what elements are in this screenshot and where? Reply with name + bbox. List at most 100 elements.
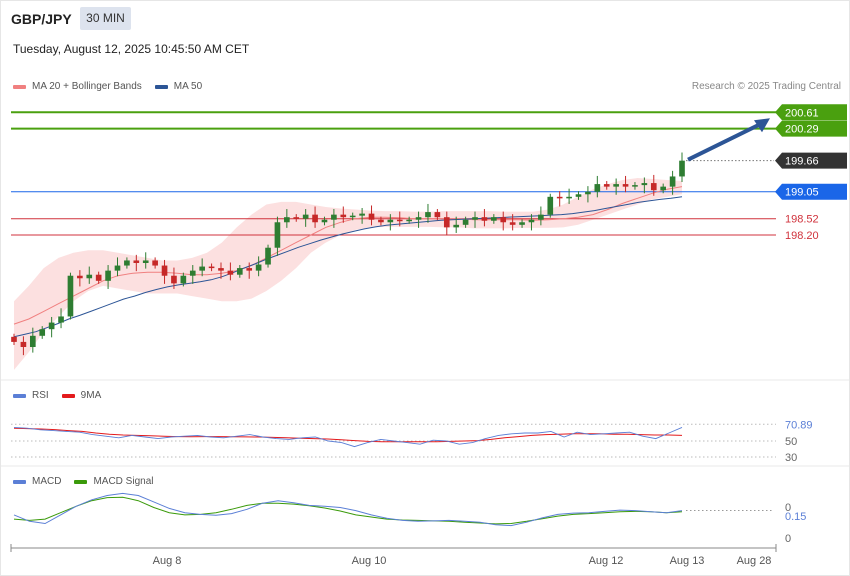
level-label: 200.29	[785, 124, 819, 136]
candle-body	[171, 275, 177, 284]
candle-body	[415, 217, 422, 220]
candle-body	[378, 219, 384, 223]
candle-body	[622, 184, 629, 187]
forecast-arrow-head	[754, 118, 770, 133]
candle-body	[133, 260, 140, 263]
candle-body	[679, 160, 685, 177]
candle-body	[86, 274, 93, 279]
level-label: 199.66	[785, 156, 819, 168]
ma50-line	[13, 196, 683, 338]
candle-body	[632, 185, 638, 187]
legend-label-ma50: MA 50	[173, 81, 203, 92]
candle-body	[349, 215, 356, 218]
candle-body	[29, 335, 36, 347]
candle-body	[491, 217, 497, 221]
legend-swatch-rsi	[13, 393, 26, 398]
candle-body	[528, 219, 535, 223]
legend-label-macd-signal: MACD Signal	[93, 476, 154, 487]
candle-body	[481, 217, 488, 221]
candle-body	[387, 219, 394, 223]
x-tick-label: Aug 8	[153, 555, 182, 567]
legend-swatch-ma50	[154, 84, 168, 89]
candle-body	[396, 219, 403, 222]
legend-label-rsi: RSI	[32, 390, 49, 401]
level-tag-box	[775, 104, 847, 121]
research-credit: Research © 2025 Trading Central	[691, 81, 841, 92]
candle-body	[67, 275, 74, 317]
candle-body	[641, 183, 648, 186]
candle-body	[293, 217, 300, 219]
level-tag-199.05: 199.05	[775, 183, 847, 200]
candle-body	[443, 217, 450, 228]
candle-body	[11, 336, 17, 342]
candle-body	[538, 214, 544, 220]
rsi-tick-label: 70.89	[785, 419, 813, 431]
candle-body	[359, 213, 365, 216]
candle-body	[142, 260, 149, 263]
candle-body	[124, 260, 130, 266]
candle-body	[650, 183, 657, 191]
candle-body	[152, 260, 158, 266]
candle-body	[434, 212, 441, 218]
candle-body	[20, 341, 27, 347]
rsi-tick-label: 30	[785, 452, 797, 464]
level-label: 200.61	[785, 107, 819, 119]
bollinger-band	[14, 178, 682, 370]
legend-swatch-ma20	[13, 84, 26, 89]
level-tag-box	[775, 120, 847, 137]
macd-tick-label: 0	[785, 533, 791, 545]
x-tick-label: Aug 12	[589, 555, 624, 567]
candle-body	[105, 270, 111, 281]
rsi-tick-label: 50	[785, 436, 797, 448]
candle-body	[77, 275, 83, 279]
x-tick-label: Aug 28	[737, 555, 772, 567]
candle-body	[180, 275, 187, 284]
level-tag-200.29: 200.29	[775, 120, 847, 137]
candle-body	[199, 266, 205, 271]
timestamp: Tuesday, August 12, 2025 10:45:50 AM CET	[13, 42, 250, 56]
candle-body	[331, 214, 337, 220]
candle-body	[603, 184, 610, 187]
level-tag-box	[775, 183, 847, 200]
legend-ma20-bollinger: MA 20 + Bollinger Bands	[13, 81, 142, 92]
candle-body	[613, 184, 619, 187]
x-tick-label: Aug 10	[352, 555, 387, 567]
legend-label-macd: MACD	[32, 476, 62, 487]
candle-body	[227, 270, 234, 275]
symbol-title: GBP/JPY	[11, 11, 72, 27]
rsi-9ma-line	[13, 427, 683, 443]
level-label: 198.20	[785, 230, 819, 242]
legend-macd-signal: MACD Signal	[74, 476, 153, 487]
candle-body	[58, 316, 64, 323]
candle-body	[368, 213, 375, 220]
level-label: 198.52	[785, 214, 819, 226]
candle-body	[519, 222, 525, 225]
rsi-legend: RSI 9MA	[13, 390, 114, 401]
candle-body	[284, 217, 290, 223]
legend-macd: MACD	[13, 476, 61, 487]
candle-body	[585, 191, 591, 195]
level-tag-200.61: 200.61	[775, 104, 847, 121]
candle-body	[114, 265, 121, 271]
candle-body	[246, 268, 253, 271]
legend-swatch-macd-signal	[74, 479, 88, 484]
candle-body	[95, 274, 102, 281]
candle-body	[453, 224, 460, 228]
candle-body	[669, 176, 676, 187]
level-tag-198.20: 198.20	[785, 230, 819, 242]
candle-body	[39, 329, 46, 336]
candle-body	[255, 264, 262, 271]
candle-body	[575, 194, 582, 197]
candle-body	[547, 196, 554, 215]
legend-9ma: 9MA	[61, 390, 101, 401]
candle-body	[48, 322, 55, 330]
interval-badge[interactable]: 30 MIN	[80, 7, 131, 30]
legend-swatch-9ma	[61, 393, 75, 398]
candle-body	[594, 184, 601, 192]
candle-body	[218, 268, 224, 271]
candle-body	[406, 219, 412, 222]
candle-body	[265, 247, 271, 265]
legend-ma50: MA 50	[154, 81, 203, 92]
level-label: 199.05	[785, 187, 819, 199]
candle-body	[660, 186, 667, 191]
